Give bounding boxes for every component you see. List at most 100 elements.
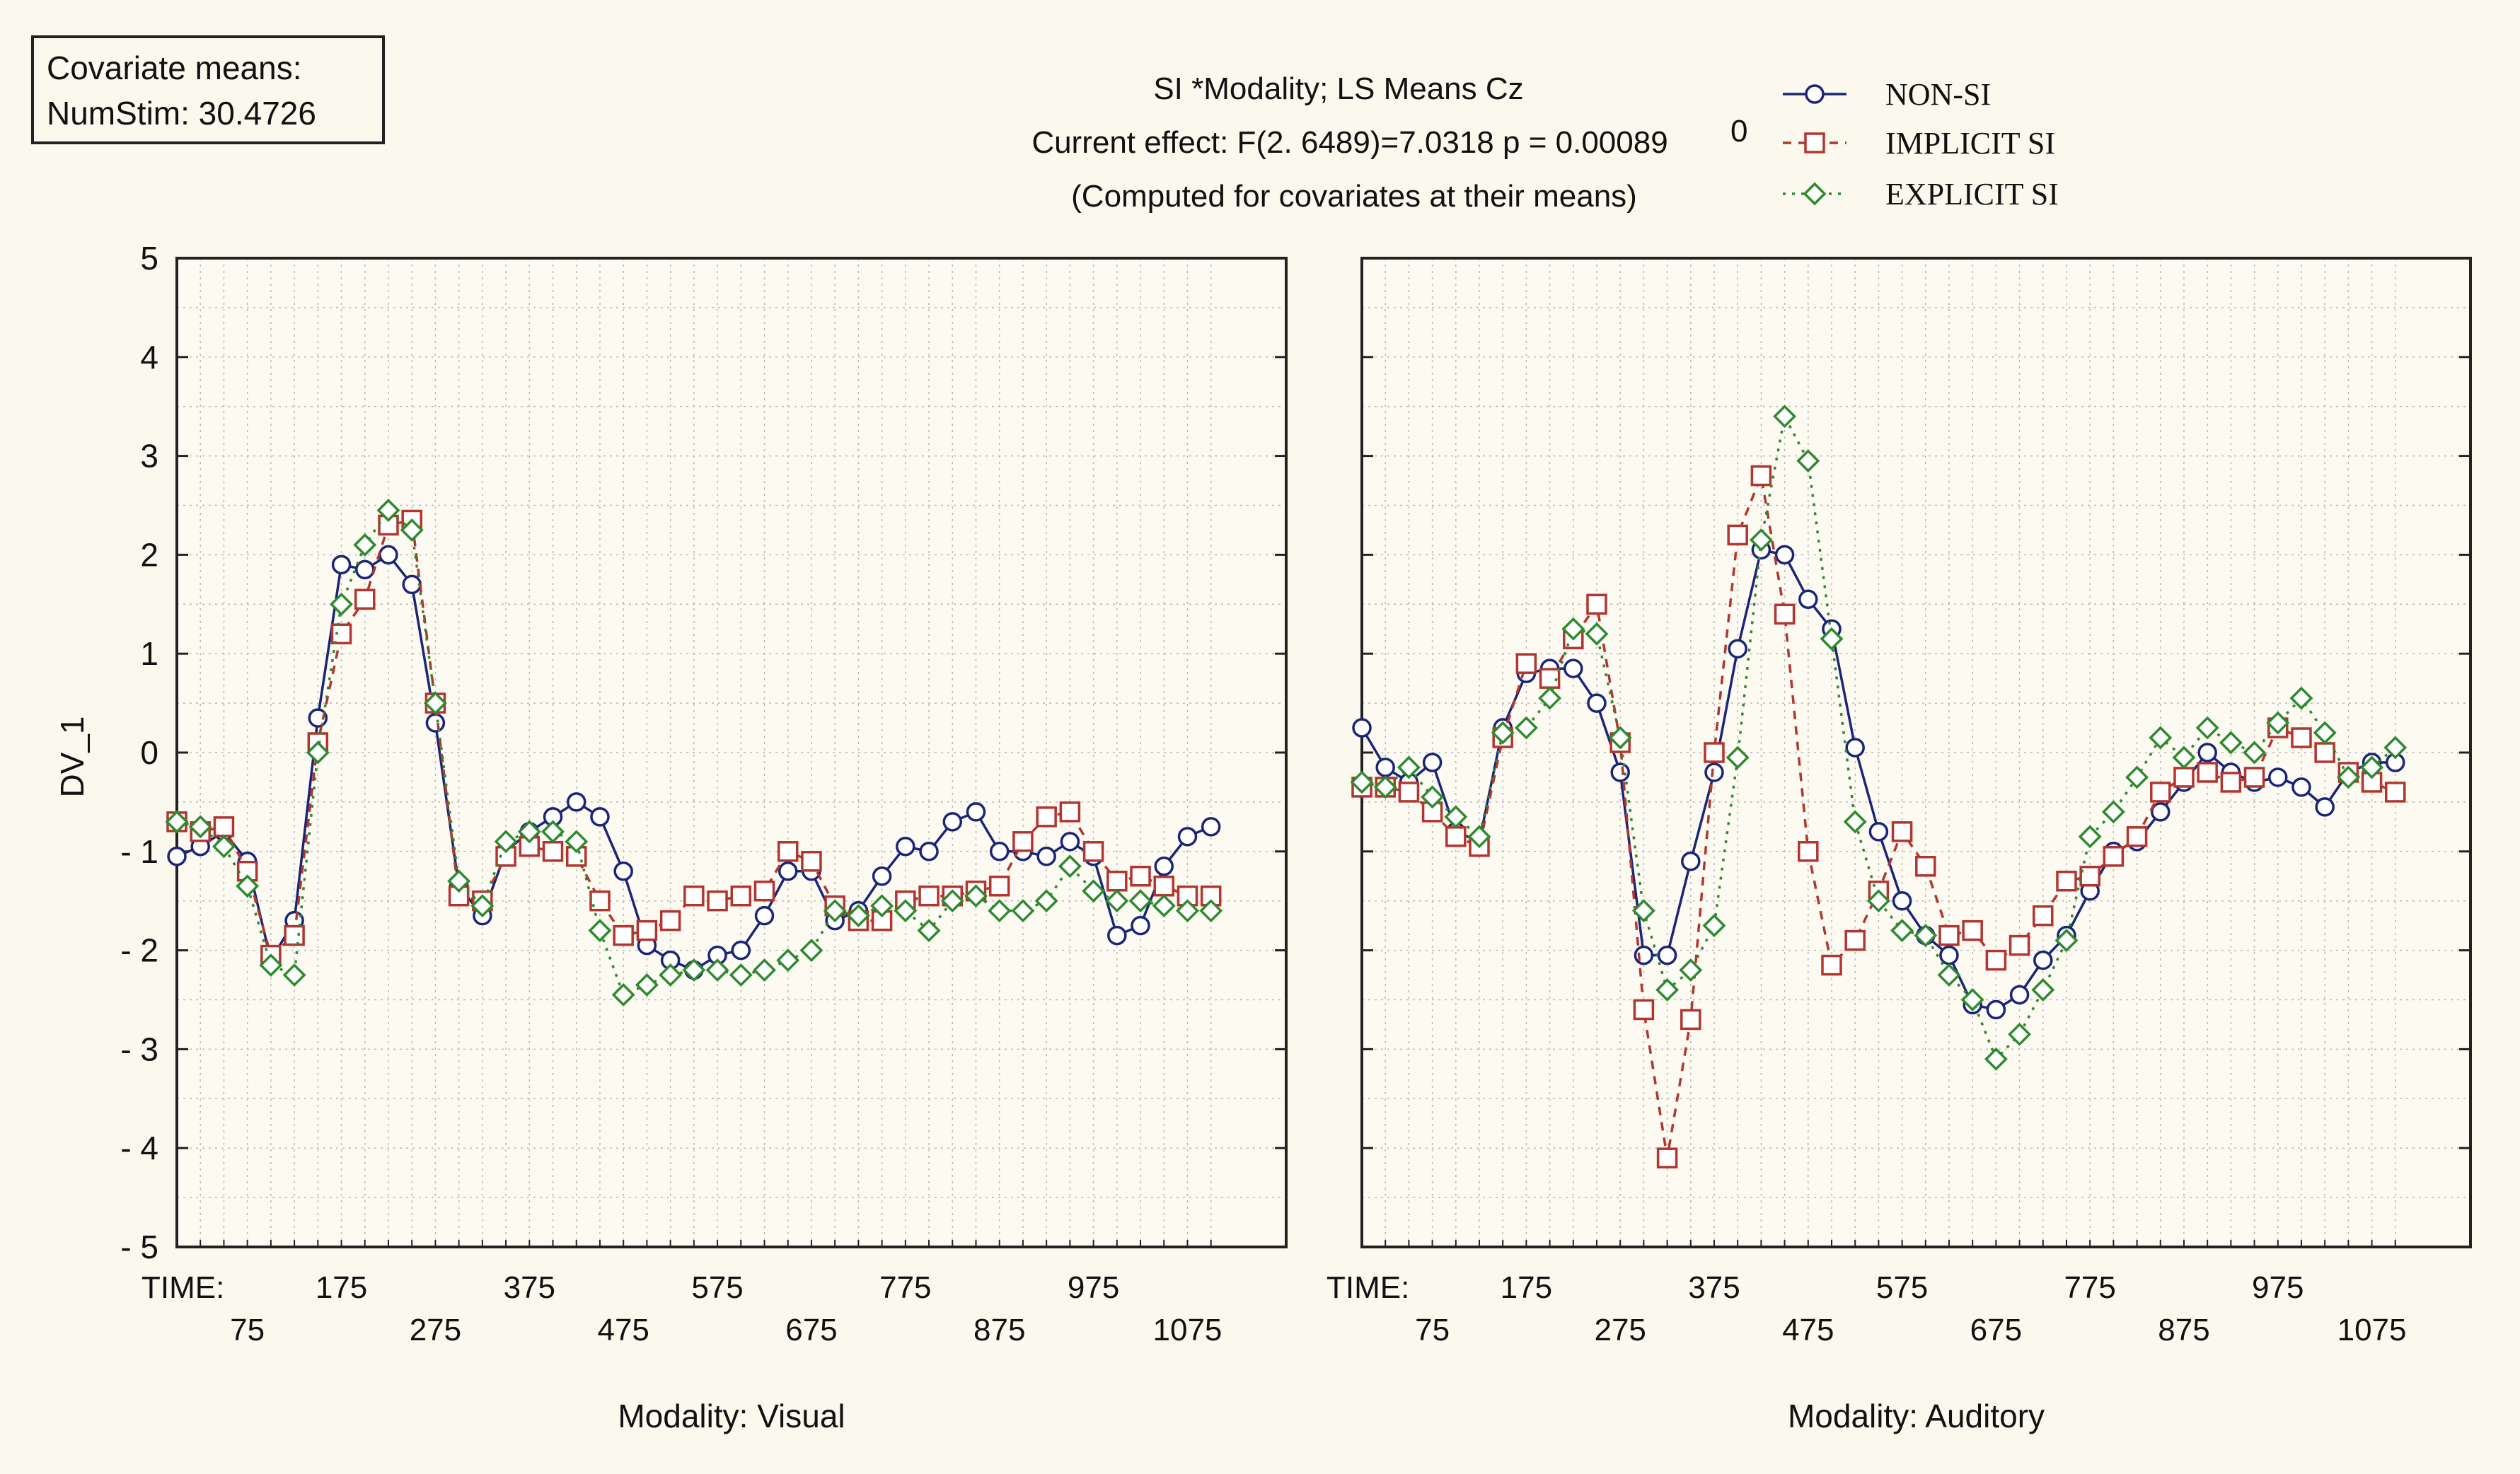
data-point (611, 983, 635, 1006)
horizontal-grid-1 (177, 307, 1286, 1198)
data-point (2315, 797, 2335, 817)
data-point (823, 899, 847, 923)
data-point (2126, 826, 2148, 847)
data-point (589, 890, 611, 912)
data-point (1175, 899, 1199, 923)
x-tick-label-upper: 175 (1501, 1270, 1552, 1305)
data-point (1773, 405, 1797, 429)
data-point (2033, 950, 2053, 970)
data-point (1891, 821, 1913, 842)
data-point (355, 559, 375, 580)
data-point (1820, 627, 1844, 651)
data-point (259, 953, 283, 977)
data-point (1467, 825, 1491, 849)
data-point (1938, 924, 1960, 946)
data-point (1561, 617, 1585, 641)
data-point (1843, 810, 1867, 834)
data-point (400, 518, 424, 542)
data-point (1058, 854, 1082, 878)
data-point (918, 885, 940, 907)
data-point (1680, 1009, 1701, 1031)
data-point (588, 919, 612, 943)
data-point (213, 816, 235, 837)
data-point (1728, 639, 1747, 658)
covariate-line-1: Covariate means: (47, 50, 302, 86)
data-point (871, 910, 893, 932)
data-point (896, 837, 915, 857)
data-point (964, 884, 988, 908)
header-line-1: SI *Modality; LS Means Cz (1153, 71, 1523, 106)
data-point (2101, 800, 2125, 824)
data-point (1798, 589, 1818, 610)
data-point (2008, 1022, 2032, 1046)
x-first-label-2: TIME: (1327, 1270, 1409, 1305)
x-tick-label-upper: 775 (879, 1270, 931, 1305)
series-1-3 (165, 499, 1223, 1006)
data-point (1352, 718, 1372, 738)
data-point (2313, 721, 2337, 745)
data-point (2243, 741, 2267, 765)
data-point (284, 924, 305, 946)
data-point (1107, 925, 1127, 946)
data-point (470, 894, 495, 918)
panels: 5 4 3 2 1 0 - 1 - 2 - 3 - 4 - 5 TIME: 175 375 575 775 97… (120, 240, 2472, 1434)
data-point (2197, 762, 2218, 783)
data-point (1960, 988, 1984, 1011)
header-line-3: (Computed for covariates at their means) (1071, 179, 1637, 214)
data-point (330, 592, 354, 616)
data-point (188, 815, 212, 839)
x-tick-label-lower: 675 (1970, 1313, 2022, 1347)
data-point (1105, 889, 1129, 913)
data-point (1350, 770, 1374, 794)
data-point (165, 810, 189, 834)
covariate-box: Covariate means: NumStim: 30.4726 (31, 35, 385, 144)
chart-header: SI *Modality; LS Means Cz Current effect… (1031, 71, 1747, 214)
legend-label-2: IMPLICIT SI (1885, 126, 2055, 161)
data-point (753, 880, 775, 902)
data-point (1128, 889, 1152, 913)
data-point (565, 830, 589, 854)
data-point (2150, 782, 2171, 803)
y-tick-label: - 3 (120, 1031, 158, 1067)
data-point (425, 713, 446, 733)
data-point (2125, 765, 2149, 789)
data-point (683, 885, 705, 907)
x-tick-label-upper: 575 (1876, 1270, 1928, 1305)
header-aside: 0 (1730, 114, 1747, 149)
x-tick-label-lower: 1075 (1153, 1313, 1223, 1347)
data-point (659, 963, 683, 987)
data-point (2078, 825, 2102, 849)
data-point (2079, 866, 2100, 887)
data-point (1130, 866, 1151, 887)
data-point (1398, 782, 1420, 803)
data-point (1011, 899, 1035, 923)
x-tick-label-lower: 875 (2158, 1313, 2209, 1347)
y-tick-label: 0 (140, 734, 158, 771)
data-point (1444, 805, 1468, 829)
data-point (1774, 603, 1796, 625)
data-point (2314, 742, 2335, 763)
data-point (1750, 465, 1772, 487)
covariate-line-2: NumStim: 30.4726 (47, 95, 316, 132)
x-tick-label-lower: 875 (973, 1313, 1025, 1347)
x-tick-label-upper: 375 (1688, 1270, 1740, 1305)
data-point (2173, 767, 2195, 788)
data-point (1608, 726, 1632, 750)
data-point (1937, 963, 1961, 987)
data-point (1200, 885, 1222, 907)
header-line-2: Current effect: F(2. 6489)=7.0318 p = 0.… (1031, 125, 1668, 160)
data-point (2243, 767, 2265, 788)
data-point (447, 869, 471, 893)
x-tick-label-upper: 775 (2064, 1270, 2115, 1305)
data-point (1915, 856, 1936, 877)
data-point (1036, 806, 1057, 828)
data-point (1177, 827, 1198, 847)
data-point (1397, 755, 1421, 779)
data-point (1655, 978, 1680, 1002)
data-point (1012, 831, 1034, 852)
data-point (613, 924, 634, 946)
data-point (682, 958, 706, 982)
data-point (1681, 852, 1701, 871)
x-tick-label-upper: 375 (504, 1270, 555, 1305)
data-point (1657, 945, 1677, 965)
